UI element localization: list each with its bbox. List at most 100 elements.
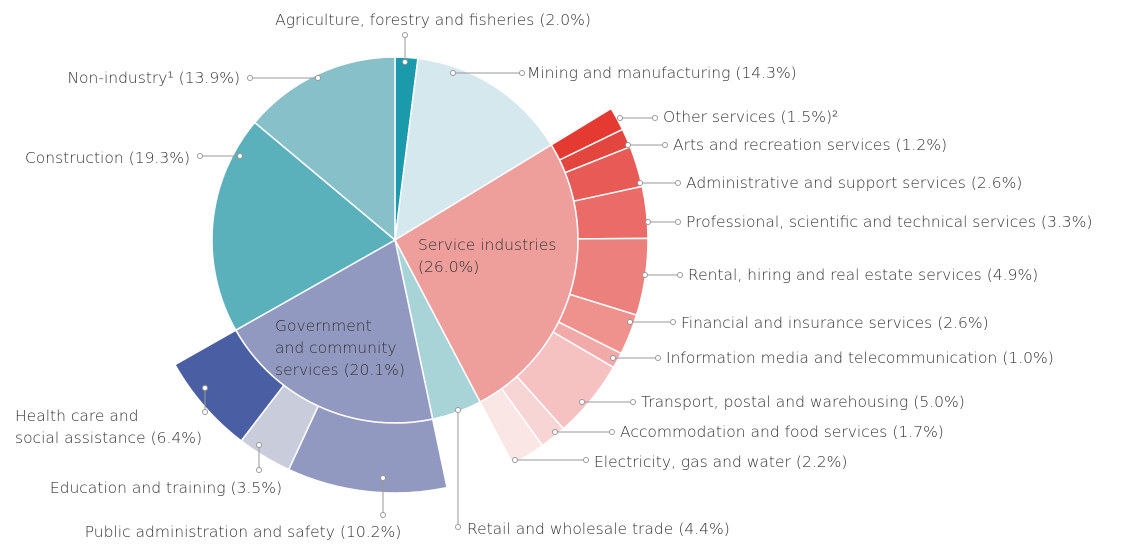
label-name: Other services: [663, 108, 776, 126]
label-name: Education and training: [50, 479, 226, 497]
label-value: (10.2%): [340, 523, 401, 541]
label-name: Financial and insurance services: [681, 314, 932, 332]
leader-dot: [247, 75, 253, 81]
label-value: (2.0%): [539, 11, 590, 29]
leader-dot: [552, 429, 558, 435]
leader-dot: [519, 70, 525, 76]
slice-label: Health care and social assistance (6.4%): [15, 407, 202, 447]
slice-label: Agriculture, forestry and fisheries (2.0%…: [275, 11, 591, 29]
label-name: Rental, hiring and real estate services: [688, 266, 982, 284]
label-name: Health care and social assistance: [15, 407, 146, 447]
label-line: services: [275, 361, 339, 379]
label-name: Non-industry¹: [67, 69, 173, 87]
leader-dot: [642, 272, 648, 278]
slice-label: Service industries (26.0%): [418, 236, 556, 276]
leader-dot: [315, 75, 321, 81]
leader-dot: [662, 142, 668, 148]
leader-dot: [655, 355, 661, 361]
slice-label: Arts and recreation services (1.2%): [673, 136, 947, 154]
slice-label: Administrative and support services (2.6%…: [686, 174, 1022, 192]
pie-slice: [253, 56, 396, 242]
label-value: (13.9%): [179, 69, 240, 87]
label-value: (20.1%): [344, 361, 405, 379]
leader-dot: [202, 409, 208, 415]
slice-label: Non-industry¹ (13.9%): [67, 69, 240, 87]
leader-dot: [512, 457, 518, 463]
leader-dot: [450, 70, 456, 76]
leader-dot: [380, 475, 386, 481]
leader-dot: [677, 272, 683, 278]
label-line: Service industries: [418, 236, 556, 254]
leader-dot: [609, 429, 615, 435]
leader-dot: [380, 512, 386, 518]
label-value: (3.5%): [231, 479, 282, 497]
leader-dot: [637, 180, 643, 186]
label-name: Mining and manufacturing: [527, 64, 730, 82]
label-name: Information media and telecommunication: [666, 349, 997, 367]
label-name: Retail and wholesale trade: [467, 520, 673, 538]
label-name: Construction: [25, 149, 124, 167]
leader-dot: [256, 467, 262, 473]
label-name: Arts and recreation services: [673, 136, 891, 154]
leader-dot: [652, 115, 658, 121]
slice-label: Accommodation and food services (1.7%): [620, 423, 944, 441]
leader-dot: [645, 219, 651, 225]
leader-dot: [625, 142, 631, 148]
label-value: (6.4%): [151, 429, 202, 447]
slice-label: Retail and wholesale trade (4.4%): [467, 520, 730, 538]
leader-dot: [617, 115, 623, 121]
leader-dot: [402, 59, 408, 65]
ring-slice: [173, 329, 285, 442]
label-value: (4.4%): [678, 520, 729, 538]
slice-label: Government and community services (20.1%): [275, 317, 405, 379]
leader-dot: [675, 180, 681, 186]
leader-dot: [237, 153, 243, 159]
slices: [173, 56, 649, 494]
leader-dot: [579, 399, 585, 405]
slice-label: Construction (19.3%): [25, 149, 190, 167]
label-name: Electricity, gas and water: [594, 453, 792, 471]
label-value: (19.3%): [129, 149, 190, 167]
slice-label: Information media and telecommunication (…: [666, 349, 1054, 367]
leader-dot: [630, 399, 636, 405]
label-name: Public administration and safety: [85, 523, 335, 541]
label-value: (1.7%): [892, 423, 943, 441]
leader-dot: [610, 355, 616, 361]
label-line: Government: [275, 317, 372, 335]
slice-label: Transport, postal and warehousing (5.0%): [641, 393, 965, 411]
label-value: (1.0%): [1002, 349, 1053, 367]
label-name: Service industries: [418, 236, 556, 254]
leader-dot: [583, 457, 589, 463]
slice-label: Education and training (3.5%): [50, 479, 282, 497]
label-value: (2.2%): [796, 453, 847, 471]
label-name: Transport, postal and warehousing: [641, 393, 908, 411]
label-value: (1.2%): [896, 136, 947, 154]
label-line: social assistance: [15, 429, 146, 447]
label-value: (1.5%)²: [781, 108, 839, 126]
slice-label: Financial and insurance services (2.6%): [681, 314, 989, 332]
leader-dot: [455, 407, 461, 413]
label-name: Administrative and support services: [686, 174, 966, 192]
label-line: and community: [275, 339, 397, 357]
pie-slice: [211, 121, 397, 332]
leader-dot: [675, 219, 681, 225]
slice-label: Other services (1.5%)²: [663, 108, 838, 126]
label-name: Agriculture, forestry and fisheries: [275, 11, 534, 29]
labels: Agriculture, forestry and fisheries (2.0%…: [15, 11, 1092, 541]
label-value: (4.9%): [987, 266, 1038, 284]
slice-label: Professional, scientific and technical s…: [686, 213, 1092, 231]
slice-label: Public administration and safety (10.2%): [85, 523, 402, 541]
leader-dot: [197, 153, 203, 159]
slice-label: Rental, hiring and real estate services (…: [688, 266, 1038, 284]
label-value: (2.6%): [971, 174, 1022, 192]
leader-dot: [402, 32, 408, 38]
label-value: (3.3%): [1041, 213, 1092, 231]
leader-dot: [670, 319, 676, 325]
slice-label: Mining and manufacturing (14.3%): [527, 64, 797, 82]
label-name: Accommodation and food services: [620, 423, 887, 441]
pie-slice: [394, 57, 553, 242]
label-value: (26.0%): [418, 258, 479, 276]
leader-dot: [202, 385, 208, 391]
label-value: (5.0%): [913, 393, 964, 411]
